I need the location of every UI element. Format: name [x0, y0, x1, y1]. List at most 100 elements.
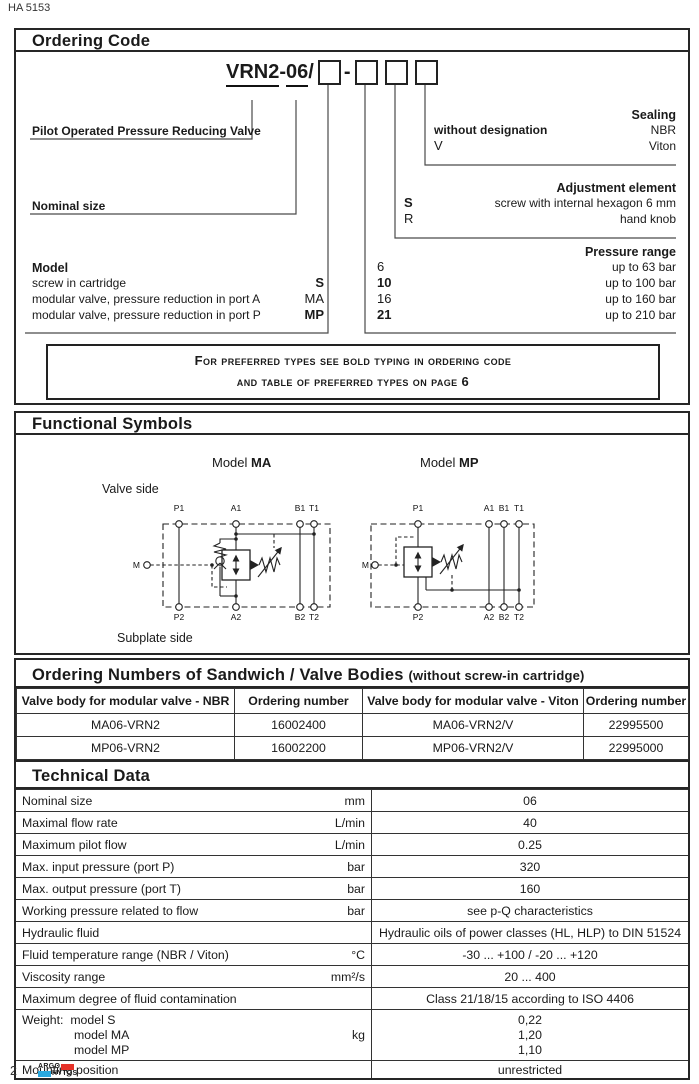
- weight-labels: Weight: model S model MA model MP: [22, 1013, 129, 1058]
- port-label: P1: [413, 503, 424, 513]
- note-line-1: For preferred types see bold typing in o…: [194, 353, 512, 368]
- tech-value: Class 21/18/15 according to ISO 4406: [426, 991, 634, 1006]
- sealing-block: Sealing without designation NBR V Viton: [434, 108, 676, 154]
- col-header: Ordering number: [234, 688, 363, 714]
- weight-model: model MA: [74, 1027, 130, 1042]
- cell: MP06-VRN2: [16, 736, 235, 760]
- pressure-row: 16 up to 160 bar: [377, 291, 676, 307]
- port-label: P2: [174, 612, 185, 622]
- sandwich-section: Ordering Numbers of Sandwich / Valve Bod…: [14, 658, 690, 762]
- functional-symbols-body: Model MA Model MP Valve side Subplate si…: [16, 435, 688, 653]
- code-slash: /: [308, 61, 314, 83]
- tech-unit: bar: [347, 881, 365, 896]
- model-row: modular valve, pressure reduction in por…: [32, 307, 324, 323]
- tech-row: Viscosity range mm²/s 20 ... 400: [16, 965, 688, 987]
- port-label: P2: [413, 612, 424, 622]
- valve-type-label: Pilot Operated Pressure Reducing Valve: [32, 124, 261, 138]
- ma-symbol-diagram: P1 A1 B1 T1 P2 A2 B2 T2 M: [133, 503, 331, 622]
- tech-value: 06: [523, 793, 537, 808]
- functional-symbols-section: Functional Symbols Model MA Model MP Val…: [14, 411, 690, 655]
- code-box-sealing: [414, 60, 438, 85]
- tech-label: Max. input pressure (port P): [22, 859, 175, 874]
- sealing-desc: NBR: [650, 123, 676, 137]
- cell: MA06-VRN2/V: [362, 713, 584, 737]
- tech-value: 40: [523, 815, 537, 830]
- cell: MP06-VRN2/V: [362, 736, 584, 760]
- model-ma-code: MA: [251, 455, 272, 470]
- model-desc: modular valve, pressure reduction in por…: [32, 292, 261, 306]
- port-label: B2: [295, 612, 306, 622]
- port-label: B1: [295, 503, 306, 513]
- document-code: HA 5153: [8, 2, 51, 14]
- logo-text-argo: ARGO: [38, 1063, 61, 1070]
- tech-row: Maximum degree of fluid contamination Cl…: [16, 987, 688, 1009]
- pressure-row: 10 up to 100 bar: [377, 275, 676, 291]
- adjustment-code: S: [404, 195, 413, 210]
- valve-side-label: Valve side: [102, 482, 159, 496]
- port-label: B2: [499, 612, 510, 622]
- tech-unit: L/min: [334, 837, 365, 852]
- model-code: MP: [304, 307, 325, 322]
- code-box-model: [317, 60, 341, 85]
- weight-unit: kg: [352, 1028, 365, 1042]
- technical-data-section: Technical Data Nominal size mm 06 Maximal…: [14, 760, 690, 1080]
- table-row: MP06-VRN2 16002200 MP06-VRN2/V 22995000: [16, 736, 689, 760]
- model-row: screw in cartridge S: [32, 275, 324, 291]
- pressure-row: 21 up to 210 bar: [377, 307, 676, 323]
- code-prefix: VRN2: [226, 60, 280, 87]
- tech-value: 0.25: [518, 837, 542, 852]
- ordering-code-body: VRN2-06/ - Pilot Operated Pressure Reduc…: [16, 52, 688, 403]
- sandwich-header-row: Valve body for modular valve - NBR Order…: [16, 688, 689, 714]
- adjustment-row: R hand knob: [404, 211, 676, 227]
- sandwich-title-suffix: (without screw-in cartridge): [408, 668, 585, 683]
- tech-unit: °C: [351, 947, 365, 962]
- section-title-functional-symbols: Functional Symbols: [16, 413, 688, 435]
- tech-unit: L/min: [334, 815, 365, 830]
- tech-label: Viscosity range: [22, 969, 106, 984]
- mp-symbol-diagram: P1 A1 B1 T1 P2 A2 B2 T2 M: [362, 503, 535, 622]
- weight-value: 1,20: [518, 1027, 542, 1042]
- sealing-code: V: [434, 138, 443, 153]
- section-title-sandwich: Ordering Numbers of Sandwich / Valve Bod…: [16, 660, 688, 688]
- weight-model: model MP: [74, 1042, 130, 1057]
- model-word: Model: [420, 455, 456, 470]
- tech-row: Max. output pressure (port T) bar 160: [16, 877, 688, 899]
- weight-label: Weight:: [22, 1012, 64, 1027]
- tech-unit: bar: [347, 903, 365, 918]
- model-code: S: [315, 275, 324, 290]
- cell: 22995000: [583, 736, 689, 760]
- tech-row: Maximal flow rate L/min 40: [16, 811, 688, 833]
- tech-unit: bar: [347, 859, 365, 874]
- code-box-adjustment: [384, 60, 408, 85]
- tech-value: -30 ... +100 / -20 ... +120: [462, 947, 598, 962]
- tech-row: Max. input pressure (port P) bar 320: [16, 855, 688, 877]
- pressure-code: 6: [377, 259, 385, 274]
- tech-label: Hydraulic fluid: [22, 925, 100, 940]
- port-label: T1: [514, 503, 524, 513]
- tech-value: Hydraulic oils of power classes (HL, HLP…: [378, 925, 682, 940]
- model-desc: modular valve, pressure reduction in por…: [32, 308, 261, 322]
- sandwich-title-main: Ordering Numbers of Sandwich / Valve Bod…: [32, 666, 404, 684]
- tech-row: Fluid temperature range (NBR / Viton) °C …: [16, 943, 688, 965]
- model-desc: screw in cartridge: [32, 276, 127, 290]
- tech-row-weight: Weight: model S model MA model MP kg 0,2…: [16, 1009, 688, 1060]
- tech-label: Working pressure related to flow: [22, 903, 199, 918]
- port-label-m: M: [133, 560, 140, 570]
- cell: MA06-VRN2: [16, 713, 235, 737]
- tech-value: see p-Q characteristics: [467, 903, 593, 918]
- logo-text-hytos: HYTOS: [52, 1070, 78, 1077]
- weight-values: 0,22 1,20 1,10: [518, 1013, 542, 1058]
- tech-label: Maximum degree of fluid contamination: [22, 991, 237, 1006]
- port-label: P1: [174, 503, 185, 513]
- cell: 22995500: [583, 713, 689, 737]
- tech-unit: mm: [344, 793, 366, 808]
- tech-row: Working pressure related to flow bar see …: [16, 899, 688, 921]
- note-line-2: and table of preferred types on page 6: [236, 374, 470, 389]
- sealing-row: without designation NBR: [434, 122, 676, 138]
- code-separator: -: [343, 61, 351, 83]
- tech-row: Hydraulic fluid Hydraulic oils of power …: [16, 921, 688, 943]
- pressure-row: 6 up to 63 bar: [377, 259, 676, 275]
- weight-value: 0,22: [518, 1012, 542, 1027]
- model-block: Model screw in cartridge S modular valve…: [32, 261, 324, 323]
